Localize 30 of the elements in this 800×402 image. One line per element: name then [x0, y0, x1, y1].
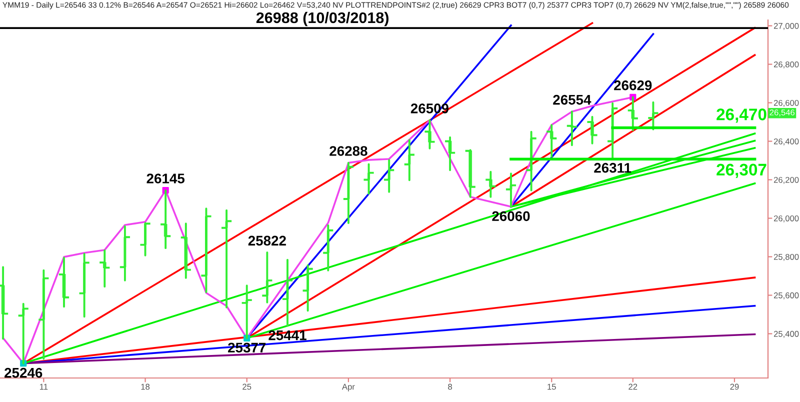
y-tick-label: 26,200	[774, 176, 799, 184]
y-tick-label: 25,400	[774, 330, 799, 338]
y-tick-label: 26,600	[774, 100, 799, 107]
y-tick-label: 26,800	[774, 61, 799, 68]
x-tick-label: 22	[628, 384, 638, 390]
series-label: 26,307	[716, 164, 766, 178]
y-tick-label: 26,000	[774, 215, 799, 222]
annotation: 25441	[268, 330, 306, 340]
annotation: 26629	[614, 80, 652, 90]
x-tick-label: 29	[730, 384, 739, 390]
annotation: 26060	[492, 211, 530, 222]
y-tick-label: 25,800	[774, 254, 799, 261]
text: 26,546	[770, 109, 795, 116]
annotation: 26311	[594, 162, 632, 173]
ref-line-label: 26988 (10/03/2018)	[256, 12, 388, 26]
annotation: 26554	[553, 94, 592, 105]
y-tick-label: 27,000	[774, 22, 799, 30]
y-tick-label: 25,600	[774, 292, 799, 300]
series-label: 26,470	[716, 108, 766, 123]
x-tick-label: 25	[242, 384, 252, 390]
x-tick-label: 15	[548, 384, 556, 390]
annotation: 26288	[330, 146, 368, 156]
x-tick-label: 11	[40, 384, 48, 390]
x-tick-label: 8	[448, 384, 452, 390]
annotation: 26145	[146, 174, 185, 184]
y-tick-label: 26,400	[774, 138, 799, 146]
x-tick-label: 18	[141, 384, 150, 390]
annotation: 25822	[248, 236, 286, 246]
annotation: 25246	[4, 368, 42, 378]
x-tick-label: Apr	[342, 384, 355, 392]
